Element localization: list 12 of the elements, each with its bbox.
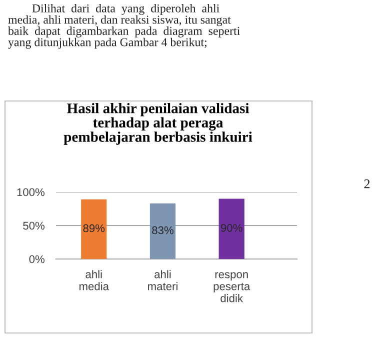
data-label: 90% <box>220 224 242 232</box>
x-tick-label: ahli materi <box>148 270 178 290</box>
y-tick-label: 50% <box>23 222 44 230</box>
x-tick-label: ahli media <box>79 270 110 290</box>
text: 2 <box>364 179 370 188</box>
text: Dilihat dari data yang diperoleh ahli media, ahli materi, dan reaksi siswa, itu sangat baik dapat digambarkan pada diagram seperti yang ditunjukkan pada Gambar 4 berikut; <box>8 4 240 49</box>
x-tick-label: respon peserta didik <box>214 272 250 302</box>
y-tick-label: 0% <box>29 255 44 264</box>
data-label: 83% <box>152 226 174 234</box>
chart-title: Hasil akhir penilaian validasi terhadap alat peraga pembelajaran berbasis inkuiri <box>64 103 252 145</box>
y-tick-label: 100% <box>17 188 44 196</box>
data-label: 89% <box>83 224 105 232</box>
